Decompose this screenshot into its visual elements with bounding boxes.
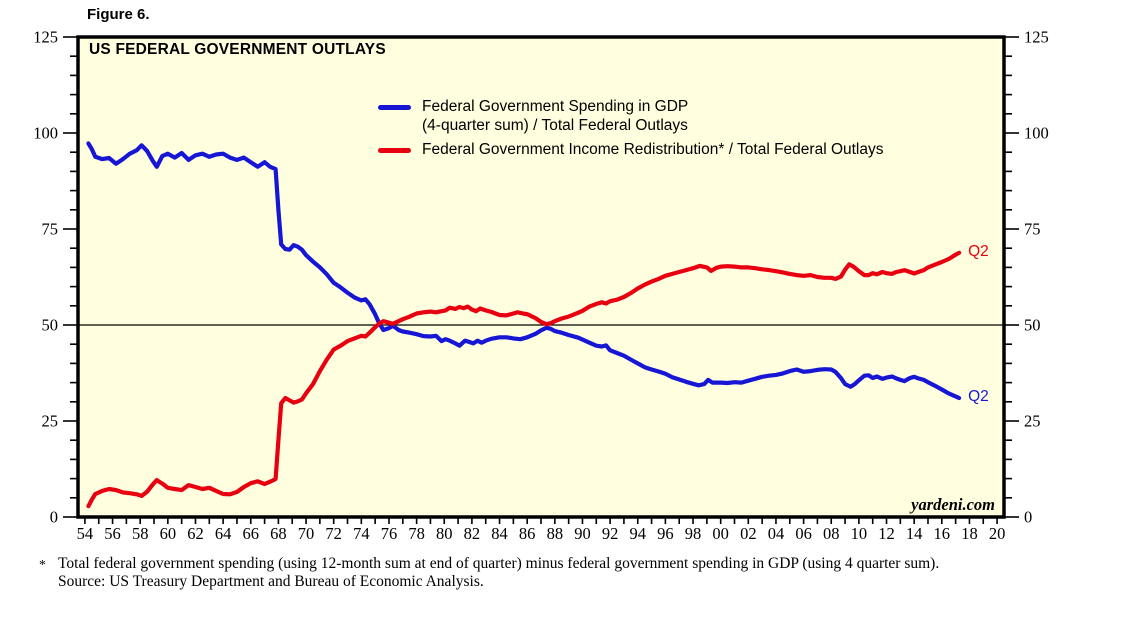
legend-entry-red: Federal Government Income Redistribution… <box>378 141 884 160</box>
x-axis-label: 76 <box>381 524 398 543</box>
y-axis-label-right: 50 <box>1024 316 1041 335</box>
x-axis-label: 14 <box>906 524 923 543</box>
x-axis-label: 72 <box>325 524 342 543</box>
series-line-blue <box>86 141 962 401</box>
plot-background <box>78 37 1004 517</box>
x-axis-label: 84 <box>491 524 508 543</box>
footnote: * Total federal government spending (usi… <box>39 555 939 591</box>
x-axis-label: 68 <box>270 524 287 543</box>
x-axis-label: 12 <box>878 524 895 543</box>
x-axis-label: 06 <box>795 524 812 543</box>
y-axis-label-left: 25 <box>42 412 59 431</box>
y-axis-label-right: 100 <box>1024 124 1049 143</box>
x-axis-label: 82 <box>464 524 481 543</box>
x-axis-label: 56 <box>104 524 121 543</box>
x-axis-label: 10 <box>851 524 868 543</box>
x-axis-label: 86 <box>519 524 536 543</box>
footnote-line2: Source: US Treasury Department and Burea… <box>58 573 484 590</box>
x-axis-label: 16 <box>934 524 951 543</box>
red-line-swatch-icon <box>378 148 411 153</box>
chart-title: US FEDERAL GOVERNMENT OUTLAYS <box>89 41 386 58</box>
blue-line-swatch-icon <box>378 105 411 110</box>
series-end-label-red: Q2 <box>968 242 989 260</box>
legend-entry-red-label: Federal Government Income Redistribution… <box>422 141 884 158</box>
x-axis-label: 64 <box>215 524 232 543</box>
x-axis-label: 70 <box>298 524 315 543</box>
x-axis-ticks: 54 56 58 60 62 64 66 68 70 72 74 76 78 80 82 84 86 88 90 92… <box>77 517 1006 543</box>
x-axis-label: 04 <box>768 524 785 543</box>
x-axis-label: 80 <box>436 524 453 543</box>
x-axis-label: 66 <box>243 524 260 543</box>
y-axis-label-right: 75 <box>1024 220 1041 239</box>
x-axis-label: 20 <box>989 524 1006 543</box>
y-axis-label-left: 50 <box>42 316 59 335</box>
watermark: yardeni.com <box>911 495 995 514</box>
x-axis-label: 02 <box>740 524 757 543</box>
footnote-asterisk: * <box>39 557 46 572</box>
x-axis-label: 92 <box>602 524 619 543</box>
series-end-label-blue: Q2 <box>968 387 989 405</box>
y-axis-label-right: 25 <box>1024 412 1041 431</box>
x-axis-label: 60 <box>160 524 177 543</box>
series-line-red <box>86 250 962 509</box>
legend: Federal Government Spending in GDP (4-qu… <box>378 98 884 166</box>
y-axis-label-right: 0 <box>1024 508 1032 527</box>
plot-border <box>76 35 1006 519</box>
x-axis-label: 74 <box>353 524 370 543</box>
y-axis-label-left: 100 <box>33 124 58 143</box>
figure-label: Figure 6. <box>87 6 150 23</box>
x-axis-label: 94 <box>629 524 646 543</box>
footnote-line1: Total federal government spending (using… <box>58 555 940 572</box>
x-axis-label: 98 <box>685 524 702 543</box>
y-axis-label-right: 125 <box>1024 28 1049 47</box>
x-axis-label: 54 <box>77 524 94 543</box>
y-axis-label-left: 0 <box>50 508 58 527</box>
x-axis-label: 88 <box>547 524 564 543</box>
footnote-lines: Total federal government spending (using… <box>58 555 939 591</box>
legend-blue-line2: (4-quarter sum) / Total Federal Outlays <box>422 116 688 134</box>
legend-entry-blue: Federal Government Spending in GDP (4-qu… <box>378 98 884 135</box>
x-axis-label: 96 <box>657 524 674 543</box>
legend-entry-blue-label: Federal Government Spending in GDP (4-qu… <box>422 98 688 135</box>
x-axis-label: 00 <box>712 524 729 543</box>
x-axis-label: 58 <box>132 524 149 543</box>
x-axis-label: 18 <box>961 524 978 543</box>
x-axis-label: 90 <box>574 524 591 543</box>
y-axis-label-left: 75 <box>42 220 59 239</box>
y-axis-label-left: 125 <box>33 28 58 47</box>
legend-blue-line1: Federal Government Spending in GDP <box>422 98 689 115</box>
x-axis-label: 62 <box>187 524 204 543</box>
x-axis-label: 08 <box>823 524 840 543</box>
x-axis-label: 78 <box>408 524 425 543</box>
